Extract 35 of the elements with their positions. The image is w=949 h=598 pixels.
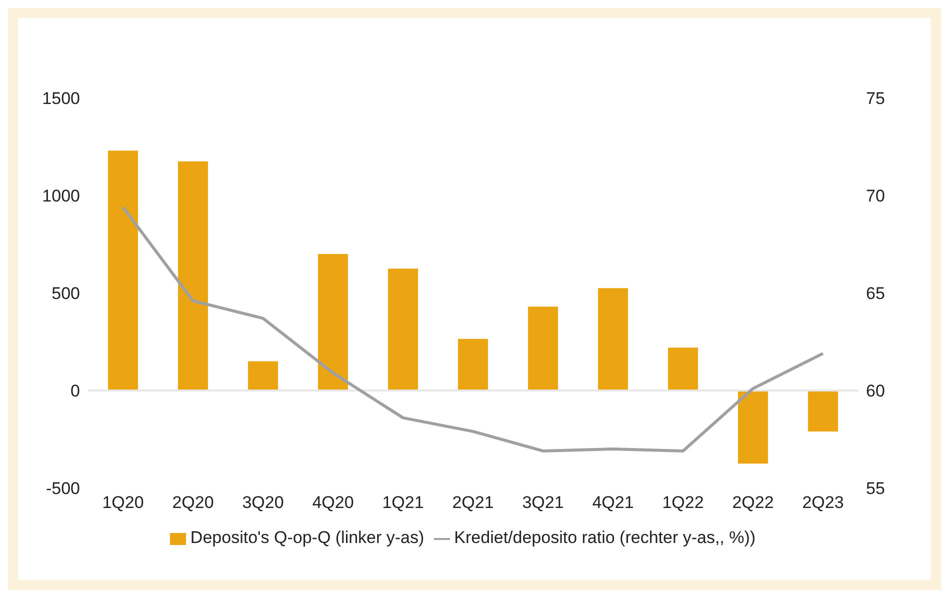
- y2-tick-label: 65: [866, 284, 885, 304]
- y-tick-label: 500: [52, 284, 80, 304]
- y2-tick-label: 60: [866, 382, 885, 401]
- bar: [458, 338, 488, 390]
- legend-label: Krediet/deposito ratio (rechter y-as,, %)): [454, 528, 756, 547]
- bar: [388, 268, 418, 390]
- x-tick-label: 1Q20: [102, 493, 144, 512]
- y2-tick-label: 55: [866, 479, 885, 498]
- bar: [598, 288, 628, 390]
- x-tick-label: 3Q21: [522, 493, 564, 512]
- x-tick-label: 1Q22: [662, 493, 704, 512]
- x-tick-label: 2Q21: [452, 493, 494, 512]
- y2-tick-label: 70: [866, 186, 885, 206]
- y-tick-label: -500: [46, 479, 80, 498]
- y-tick-label: 1500: [42, 89, 80, 108]
- x-tick-label: 4Q21: [592, 493, 634, 512]
- y-tick-label: 1000: [42, 186, 80, 206]
- x-tick-label: 1Q21: [382, 493, 424, 512]
- x-tick-label: 2Q22: [732, 493, 774, 512]
- x-tick-label: 2Q20: [172, 493, 214, 512]
- bar: [108, 150, 138, 390]
- y-tick-label: 0: [70, 382, 80, 401]
- bar: [248, 361, 278, 390]
- bar: [528, 306, 558, 390]
- bar: [318, 254, 348, 390]
- x-tick-label: 3Q20: [242, 493, 284, 512]
- legend-label: Deposito's Q-op-Q (linker y-as): [190, 528, 424, 547]
- x-tick-label: 4Q20: [312, 493, 354, 512]
- x-tick-label: 2Q23: [802, 493, 844, 512]
- bar: [738, 390, 768, 464]
- line-series: [122, 206, 824, 452]
- bar: [668, 348, 698, 390]
- bar: [178, 161, 208, 390]
- bar: [808, 390, 838, 432]
- y2-tick-label: 75: [866, 89, 885, 108]
